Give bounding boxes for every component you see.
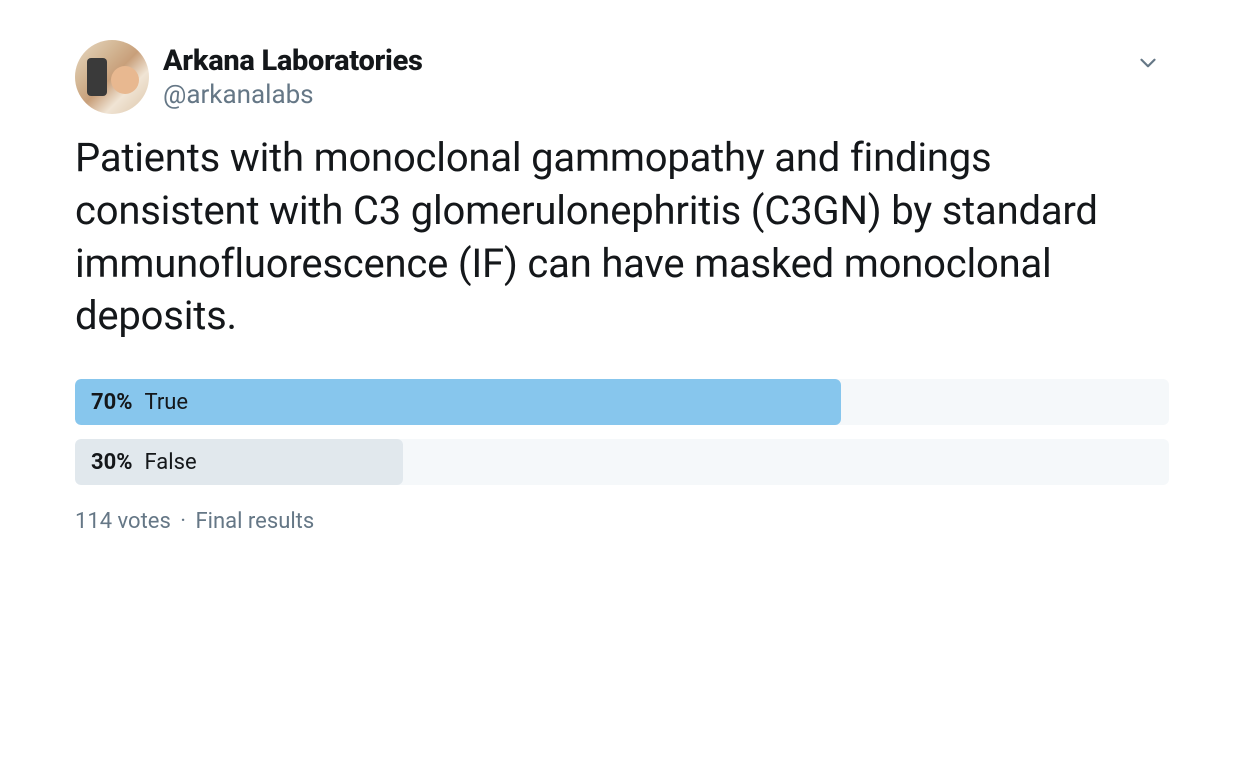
poll-status: Final results	[196, 509, 315, 534]
poll-option-text: False	[145, 450, 197, 475]
poll-bar	[75, 379, 841, 425]
poll-meta: 114 votes · Final results	[75, 509, 1169, 534]
user-info: Arkana Laboratories @arkanalabs	[163, 44, 423, 110]
avatar[interactable]	[75, 40, 149, 114]
separator-dot: ·	[180, 509, 186, 534]
poll-votes: 114 votes	[75, 509, 171, 534]
poll-option[interactable]: 70% True	[75, 379, 1169, 425]
poll-option-text: True	[145, 390, 189, 415]
tweet-header: Arkana Laboratories @arkanalabs	[75, 40, 1169, 114]
poll-option[interactable]: 30% False	[75, 439, 1169, 485]
poll: 70% True 30% False	[75, 379, 1169, 485]
poll-percent: 30%	[91, 450, 133, 475]
tweet-text: Patients with monoclonal gammopathy and …	[75, 132, 1169, 343]
display-name[interactable]: Arkana Laboratories	[163, 44, 423, 78]
tweet-header-left: Arkana Laboratories @arkanalabs	[75, 40, 423, 114]
poll-option-label: 30% False	[75, 439, 197, 485]
username[interactable]: @arkanalabs	[163, 80, 423, 110]
chevron-down-icon[interactable]	[1135, 50, 1161, 80]
poll-percent: 70%	[91, 390, 133, 415]
tweet-card: Arkana Laboratories @arkanalabs Patients…	[75, 40, 1169, 534]
poll-option-label: 70% True	[75, 379, 188, 425]
